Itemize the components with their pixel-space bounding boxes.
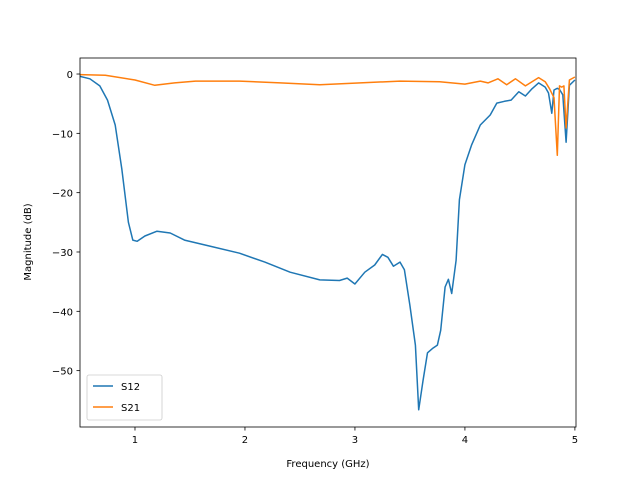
y-tick-label: −40	[52, 307, 73, 318]
x-tick-label: 1	[132, 435, 138, 446]
axes-frame	[79, 57, 577, 428]
x-axis-ticks: 1 2 3 4 5	[132, 427, 578, 446]
y-tick-label: −10	[52, 129, 73, 140]
x-tick-label: 2	[242, 435, 248, 446]
y-tick-label: −30	[52, 248, 73, 259]
legend-label-s21: S21	[121, 403, 140, 414]
y-tick-label: 0	[67, 70, 73, 81]
plot-lines	[80, 73, 576, 411]
y-axis-ticks: 0 −10 −20 −30 −40 −50	[52, 70, 80, 378]
legend-label-s12: S12	[121, 382, 140, 393]
legend: S12 S21	[86, 374, 163, 421]
x-tick-label: 3	[352, 435, 358, 446]
y-tick-label: −20	[52, 189, 73, 200]
x-tick-label: 4	[462, 435, 468, 446]
series-line-s12	[80, 75, 576, 411]
x-axis-label: Frequency (GHz)	[286, 459, 369, 470]
y-axis-label: Magnitude (dB)	[23, 203, 34, 280]
y-tick-label: −50	[52, 367, 73, 378]
x-tick-label: 5	[572, 435, 578, 446]
series-line-s21	[80, 73, 576, 157]
